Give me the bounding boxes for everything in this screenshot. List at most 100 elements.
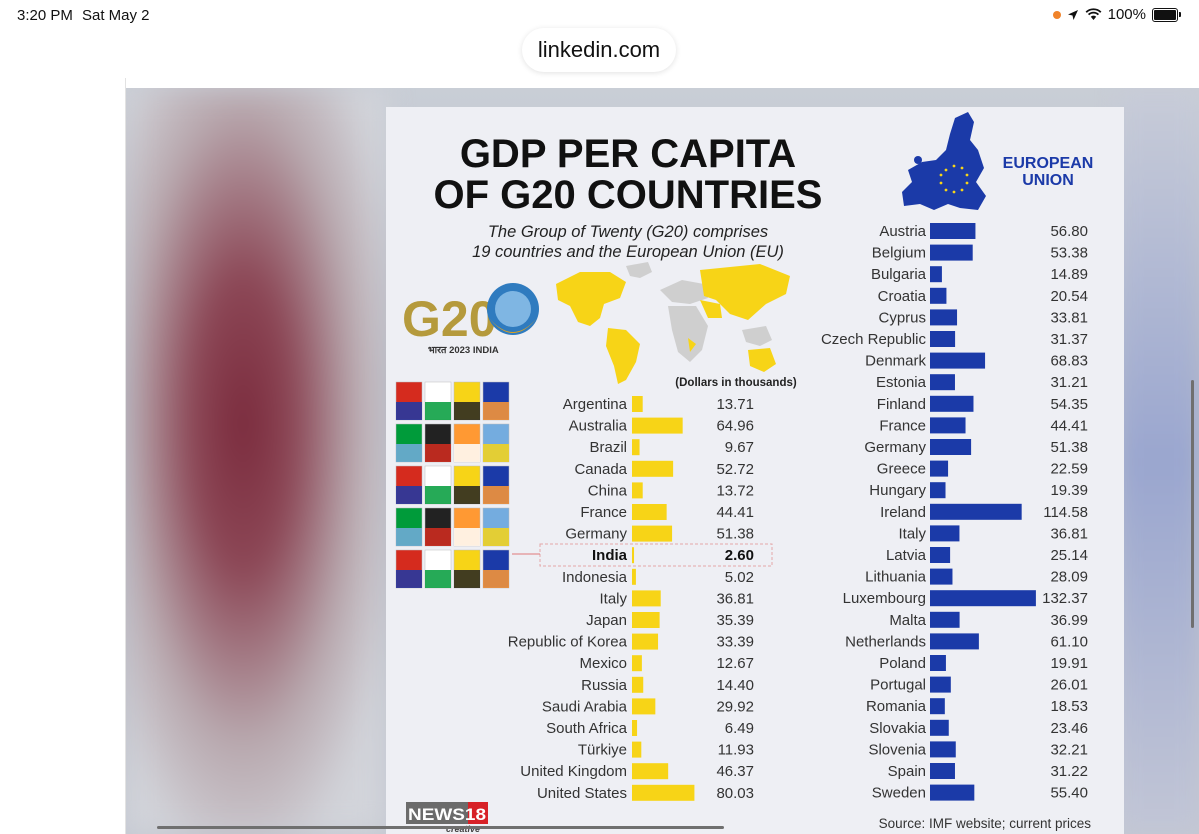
subtitle-line-2: 19 countries and the European Union (EU) bbox=[472, 243, 784, 261]
flag-tile-stripe bbox=[425, 570, 451, 588]
g20-bar-chart: Argentina 13.71 Australia 64.96 Brazil 9.67 Ca… bbox=[508, 396, 754, 802]
eu-bar bbox=[930, 482, 946, 499]
title-line-1: GDP PER CAPITA bbox=[460, 132, 796, 176]
vertical-scrollbar[interactable] bbox=[1191, 380, 1194, 628]
eu-country-label: Hungary bbox=[869, 482, 926, 499]
g20-logo-text: G20 bbox=[402, 291, 497, 347]
eu-value-label: 19.91 bbox=[1050, 655, 1088, 672]
eu-value-label: 44.41 bbox=[1050, 417, 1088, 434]
eu-country-label: Slovenia bbox=[868, 741, 926, 758]
flag-tile-stripe bbox=[425, 402, 451, 420]
eu-bar bbox=[930, 395, 974, 412]
g20-value-label: 11.93 bbox=[718, 742, 754, 759]
eu-bar bbox=[930, 223, 976, 239]
recording-dot-icon bbox=[1052, 10, 1061, 19]
eu-value-label: 114.58 bbox=[1043, 504, 1088, 521]
eu-country-label: Slovakia bbox=[869, 720, 926, 737]
g20-value-label: 44.41 bbox=[716, 504, 754, 521]
g20-bar bbox=[632, 676, 644, 693]
eu-bar bbox=[930, 244, 973, 261]
g20-value-label: 35.39 bbox=[716, 612, 754, 629]
eu-bar bbox=[930, 287, 947, 304]
g20-country-label: Republic of Korea bbox=[508, 634, 628, 651]
g20-country-label: Saudi Arabia bbox=[542, 698, 628, 715]
address-bar[interactable]: linkedin.com bbox=[522, 28, 676, 72]
eu-country-label: Spain bbox=[888, 763, 926, 780]
flags-cube bbox=[395, 381, 510, 589]
eu-bar bbox=[930, 719, 949, 736]
g20-bar bbox=[632, 568, 636, 585]
eu-value-label: 22.59 bbox=[1050, 461, 1088, 478]
g20-bar bbox=[632, 612, 660, 628]
eu-country-label: Germany bbox=[864, 439, 926, 456]
eu-country-label: Austria bbox=[879, 223, 926, 240]
g20-bar bbox=[632, 504, 667, 520]
flag-tile-stripe bbox=[396, 528, 422, 546]
eu-bar bbox=[930, 331, 956, 347]
g20-logo: G20 भारत 2023 INDIA bbox=[402, 283, 539, 356]
eu-bar-chart: Austria 56.80 Belgium 53.38 Bulgaria 14.89 Cro… bbox=[821, 223, 1088, 802]
status-time: 3:20 PM bbox=[17, 7, 73, 24]
eu-value-label: 55.40 bbox=[1050, 785, 1088, 802]
g20-value-label: 6.49 bbox=[725, 720, 754, 737]
g20-country-label: Mexico bbox=[579, 655, 627, 672]
eu-bar bbox=[930, 568, 953, 585]
horizontal-scrollbar[interactable] bbox=[157, 826, 724, 829]
g20-country-label: Australia bbox=[569, 418, 628, 435]
g20-country-label: China bbox=[588, 482, 628, 499]
eu-country-label: Poland bbox=[879, 655, 926, 672]
g20-value-label: 51.38 bbox=[716, 526, 754, 543]
eu-country-label: Belgium bbox=[872, 245, 926, 262]
g20-value-label: 29.92 bbox=[716, 698, 754, 715]
eu-value-label: 26.01 bbox=[1050, 677, 1088, 694]
eu-country-label: Estonia bbox=[876, 374, 927, 391]
eu-bar bbox=[930, 590, 1036, 607]
blurred-background-right bbox=[1119, 88, 1199, 834]
g20-country-label: Japan bbox=[586, 612, 627, 629]
g20-country-label: South Africa bbox=[546, 720, 628, 737]
g20-value-label: 9.67 bbox=[725, 439, 754, 456]
eu-value-label: 18.53 bbox=[1050, 698, 1088, 715]
eu-value-label: 36.99 bbox=[1050, 612, 1088, 629]
eu-value-label: 31.21 bbox=[1050, 374, 1088, 391]
eu-value-label: 19.39 bbox=[1050, 482, 1088, 499]
eu-bar bbox=[930, 525, 960, 542]
eu-value-label: 25.14 bbox=[1050, 547, 1088, 564]
flag-tile-stripe bbox=[454, 486, 480, 504]
g20-country-label: Russia bbox=[581, 677, 628, 694]
eu-value-label: 31.22 bbox=[1050, 763, 1088, 780]
eu-bar bbox=[930, 309, 958, 326]
eu-country-label: Greece bbox=[877, 461, 926, 478]
eu-country-label: Denmark bbox=[865, 353, 926, 370]
flag-tile-stripe bbox=[454, 402, 480, 420]
eu-country-label: France bbox=[879, 417, 926, 434]
subtitle-line-1: The Group of Twenty (G20) comprises bbox=[488, 223, 768, 241]
eu-bar bbox=[930, 763, 955, 779]
wifi-icon bbox=[1085, 8, 1102, 20]
eu-country-label: Italy bbox=[898, 525, 926, 542]
title-line-2: OF G20 COUNTRIES bbox=[434, 173, 823, 217]
g20-country-label: Türkiye bbox=[578, 742, 627, 759]
g20-value-label: 5.02 bbox=[725, 569, 754, 586]
g20-value-label: 13.72 bbox=[716, 482, 754, 499]
url-text: linkedin.com bbox=[537, 37, 661, 62]
eu-country-label: Ireland bbox=[880, 504, 926, 521]
flag-tile-stripe bbox=[425, 444, 451, 462]
flag-tile-stripe bbox=[483, 528, 509, 546]
eu-bar bbox=[930, 374, 955, 391]
g20-bar bbox=[632, 590, 661, 607]
g20-bar bbox=[632, 482, 643, 499]
eu-value-label: 53.38 bbox=[1050, 245, 1088, 262]
flag-tile-stripe bbox=[396, 444, 422, 462]
eu-value-label: 56.80 bbox=[1050, 223, 1088, 240]
g20-country-label: Brazil bbox=[589, 439, 627, 456]
flag-tile-stripe bbox=[454, 528, 480, 546]
battery-icon bbox=[1152, 7, 1178, 22]
india-highlight-box bbox=[539, 543, 773, 567]
eu-country-label: Luxembourg bbox=[843, 590, 926, 607]
eu-country-label: Lithuania bbox=[865, 569, 927, 586]
g20-country-label: India bbox=[592, 547, 628, 564]
battery-percent: 100% bbox=[1107, 6, 1146, 23]
status-bar: 3:20 PM Sat May 2 100% bbox=[0, 0, 1199, 34]
eu-bar bbox=[930, 655, 946, 671]
